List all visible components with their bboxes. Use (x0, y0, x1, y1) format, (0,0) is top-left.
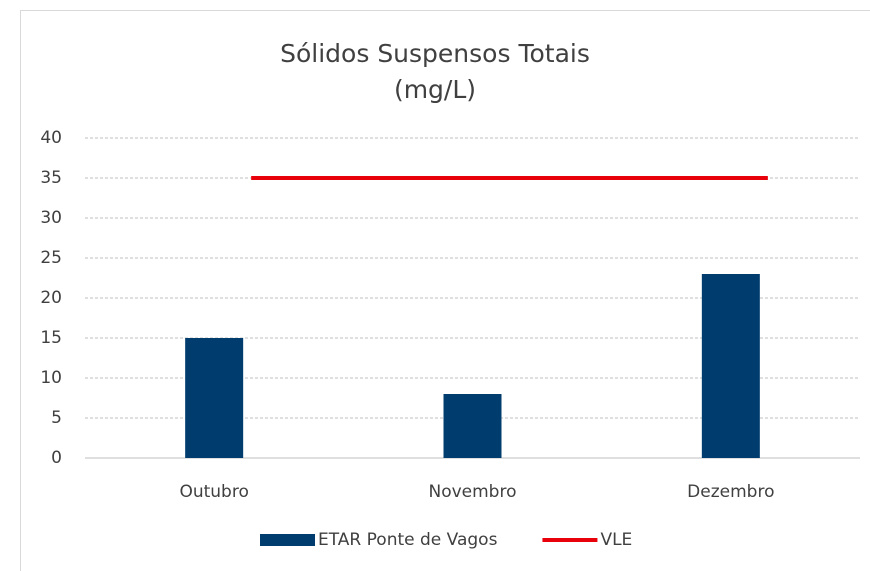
bar (185, 338, 244, 458)
y-tick-label: 30 (40, 208, 62, 228)
y-tick-label: 5 (51, 408, 62, 428)
legend-label: VLE (600, 530, 632, 550)
chart-title: Sólidos Suspensos Totais (mg/L) (280, 39, 590, 104)
y-tick-label: 20 (40, 288, 62, 308)
y-tick-label: 15 (40, 328, 62, 348)
chart-border (20, 10, 870, 571)
legend-swatch (260, 534, 315, 546)
x-tick-label: Novembro (428, 482, 516, 502)
bar (701, 274, 760, 458)
x-tick-label: Dezembro (687, 482, 774, 502)
bar (443, 394, 502, 458)
y-tick-label: 0 (51, 448, 62, 468)
x-tick-label: Outubro (179, 482, 248, 502)
y-tick-label: 40 (40, 128, 62, 148)
legend-label: ETAR Ponte de Vagos (318, 530, 498, 550)
y-tick-label: 35 (40, 168, 62, 188)
y-tick-label: 10 (40, 368, 62, 388)
y-tick-label: 25 (40, 248, 62, 268)
